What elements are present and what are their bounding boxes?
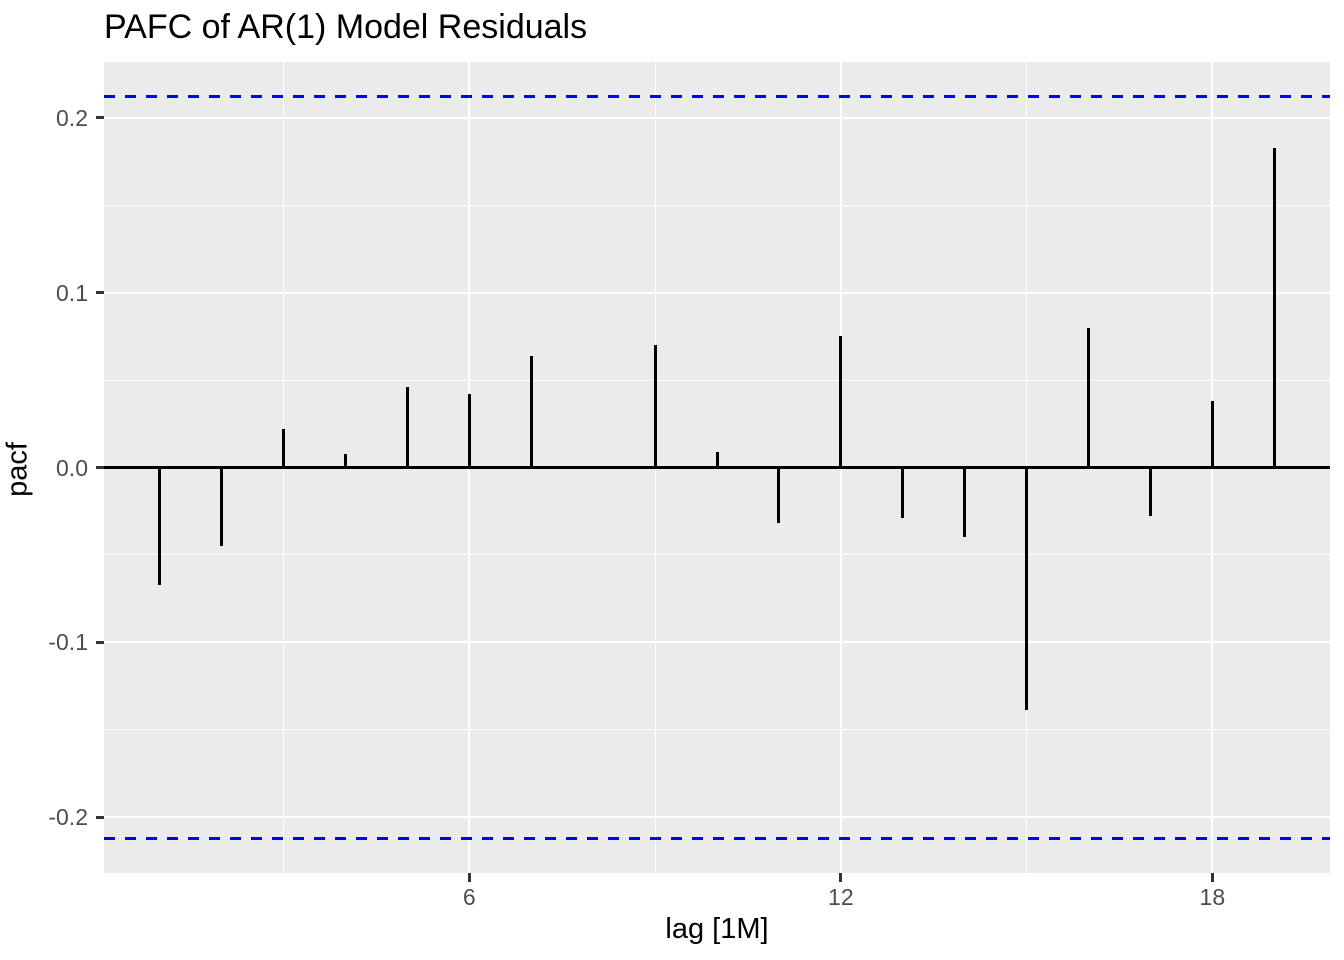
pacf-bar-lag-9 xyxy=(653,345,657,468)
pacf-bar-lag-19 xyxy=(1272,147,1276,468)
y-major-gridline xyxy=(104,816,1330,819)
pacf-bar-lag-18 xyxy=(1210,401,1214,468)
x-tick-mark xyxy=(839,873,843,882)
zero-line xyxy=(104,466,1330,469)
x-tick-label: 6 xyxy=(462,884,476,910)
y-major-gridline xyxy=(104,641,1330,644)
pacf-bar-lag-11 xyxy=(777,467,781,524)
upper-confidence-line xyxy=(104,95,1330,99)
x-tick-label: 18 xyxy=(1199,884,1226,910)
pacf-bar-lag-4 xyxy=(343,453,347,468)
y-major-gridline xyxy=(104,291,1330,294)
pacf-bar-lag-6 xyxy=(467,394,471,468)
y-tick-mark xyxy=(96,815,104,819)
pacf-bar-lag-2 xyxy=(220,467,224,547)
pacf-bar-lag-7 xyxy=(529,355,533,468)
y-tick-label: -0.1 xyxy=(48,629,88,656)
y-minor-gridline xyxy=(104,729,1330,731)
plot-panel xyxy=(104,62,1330,873)
y-tick-mark xyxy=(96,466,104,469)
chart-title: PAFC of AR(1) Model Residuals xyxy=(104,8,588,46)
x-axis-title: lag [1M] xyxy=(665,913,769,945)
y-tick-mark xyxy=(96,640,104,644)
pacf-bar-lag-3 xyxy=(282,429,286,468)
pacf-bar-lag-13 xyxy=(901,467,905,519)
y-minor-gridline xyxy=(104,379,1330,381)
pacf-bar-lag-10 xyxy=(715,451,719,468)
pacf-bar-lag-1 xyxy=(158,467,162,585)
x-tick-label: 12 xyxy=(828,884,854,910)
pacf-bar-lag-17 xyxy=(1148,467,1152,517)
lower-confidence-line xyxy=(104,836,1330,840)
x-tick-mark xyxy=(467,873,471,882)
pacf-bar-lag-14 xyxy=(963,467,967,538)
y-axis-title: pacf xyxy=(1,442,34,497)
y-minor-gridline xyxy=(104,554,1330,556)
pacf-bar-lag-5 xyxy=(405,387,409,468)
y-minor-gridline xyxy=(104,204,1330,206)
y-tick-label: -0.2 xyxy=(48,804,88,831)
y-tick-label: 0.2 xyxy=(56,104,88,131)
pacf-bar-lag-15 xyxy=(1025,467,1029,711)
pacf-bar-lag-16 xyxy=(1087,327,1090,468)
pacf-bar-lag-12 xyxy=(839,336,843,468)
y-major-gridline xyxy=(104,116,1330,119)
y-tick-label: 0.0 xyxy=(56,454,88,481)
y-tick-mark xyxy=(96,291,104,295)
y-tick-mark xyxy=(96,116,104,120)
x-tick-mark xyxy=(1210,873,1214,882)
y-tick-label: 0.1 xyxy=(56,279,88,306)
